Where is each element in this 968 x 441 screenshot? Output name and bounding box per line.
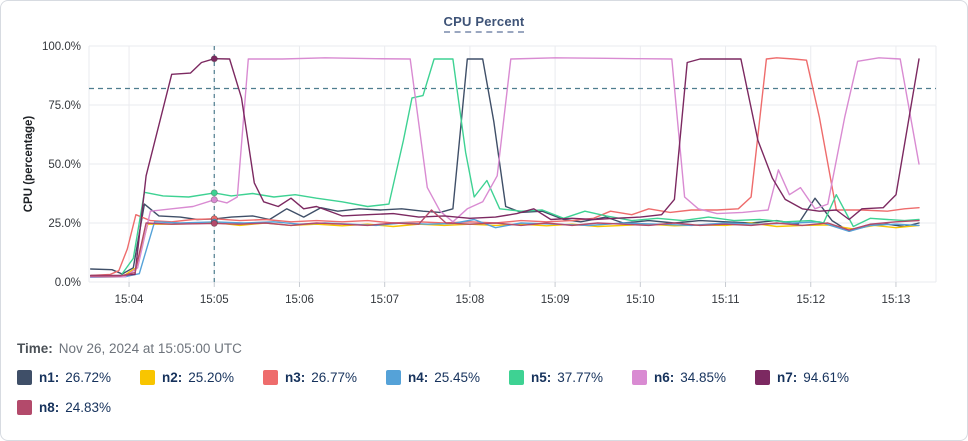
legend-item[interactable]: n4: 25.45% (386, 370, 509, 385)
legend-series-value: 25.45% (434, 370, 481, 385)
legend-series-value: 26.77% (311, 370, 358, 385)
legend-item[interactable]: n1: 26.72% (17, 370, 140, 385)
legend-item[interactable]: n8: 24.83% (17, 400, 140, 415)
time-value: Nov 26, 2024 at 15:05:00 UTC (58, 341, 242, 356)
time-label: Time: (17, 341, 53, 356)
y-tick-label: 50.0% (48, 159, 81, 171)
legend-item[interactable]: n2: 25.20% (140, 370, 263, 385)
x-tick-label: 15:06 (285, 294, 314, 306)
series-line-n8 (89, 209, 920, 277)
x-tick-label: 15:05 (200, 294, 229, 306)
y-axis-title: CPU (percentage) (23, 116, 35, 213)
cursor-time-row: Time: Nov 26, 2024 at 15:05:00 UTC (17, 341, 951, 356)
x-tick-label: 15:12 (796, 294, 825, 306)
chart-title[interactable]: CPU Percent (443, 14, 525, 33)
x-tick-label: 15:13 (882, 294, 911, 306)
legend-series-value: 34.85% (680, 370, 727, 385)
x-tick-label: 15:08 (456, 294, 485, 306)
legend-series-name: n8: (39, 400, 60, 415)
legend-series-name: n3: (285, 370, 306, 385)
legend-swatch (632, 370, 647, 385)
legend-swatch (17, 400, 32, 415)
legend-series-name: n7: (777, 370, 798, 385)
legend-series-value: 25.20% (188, 370, 235, 385)
series-line-n3 (89, 57, 920, 277)
legend-swatch (386, 370, 401, 385)
chart-header: CPU Percent (1, 1, 967, 39)
x-tick-label: 15:10 (626, 294, 655, 306)
legend: n1: 26.72% n2: 25.20% n3: 26.77% n4: 25.… (17, 370, 951, 415)
cursor-dot-n6 (210, 196, 218, 204)
legend-series-value: 37.77% (557, 370, 604, 385)
legend-series-name: n4: (408, 370, 429, 385)
legend-swatch (755, 370, 770, 385)
plot-area[interactable] (89, 46, 936, 282)
chart-footer: Time: Nov 26, 2024 at 15:05:00 UTC n1: 26… (1, 341, 967, 415)
legend-series-value: 94.61% (803, 370, 850, 385)
y-tick-label: 75.0% (48, 100, 81, 112)
series-line-n5 (89, 58, 920, 277)
legend-swatch (140, 370, 155, 385)
legend-series-value: 26.72% (65, 370, 112, 385)
legend-series-name: n6: (654, 370, 675, 385)
x-tick-label: 15:11 (712, 294, 740, 306)
series-line-n7 (89, 58, 920, 277)
legend-series-name: n5: (531, 370, 552, 385)
legend-swatch (263, 370, 278, 385)
y-tick-label: 0.0% (55, 277, 81, 289)
y-tick-label: 100.0% (42, 41, 81, 53)
x-tick-label: 15:07 (370, 294, 399, 306)
legend-series-name: n1: (39, 370, 60, 385)
cpu-chart: 0.0% 25.0% 50.0% 75.0% 100.0% 15:04 15:05 15:06… (23, 41, 937, 306)
legend-item[interactable]: n5: 37.77% (509, 370, 632, 385)
x-tick-label: 15:04 (115, 294, 144, 306)
y-tick-label: 25.0% (48, 218, 81, 230)
legend-series-name: n2: (162, 370, 183, 385)
legend-item[interactable]: n7: 94.61% (755, 370, 878, 385)
series-line-n6 (89, 57, 920, 278)
cursor-dot-n7 (210, 55, 218, 63)
legend-series-value: 24.83% (65, 400, 112, 415)
cursor-dot-n8 (210, 219, 218, 227)
x-tick-label: 15:09 (541, 294, 570, 306)
legend-item[interactable]: n3: 26.77% (263, 370, 386, 385)
cursor-dot-n5 (210, 189, 218, 197)
legend-swatch (17, 370, 32, 385)
legend-swatch (509, 370, 524, 385)
legend-item[interactable]: n6: 34.85% (632, 370, 755, 385)
